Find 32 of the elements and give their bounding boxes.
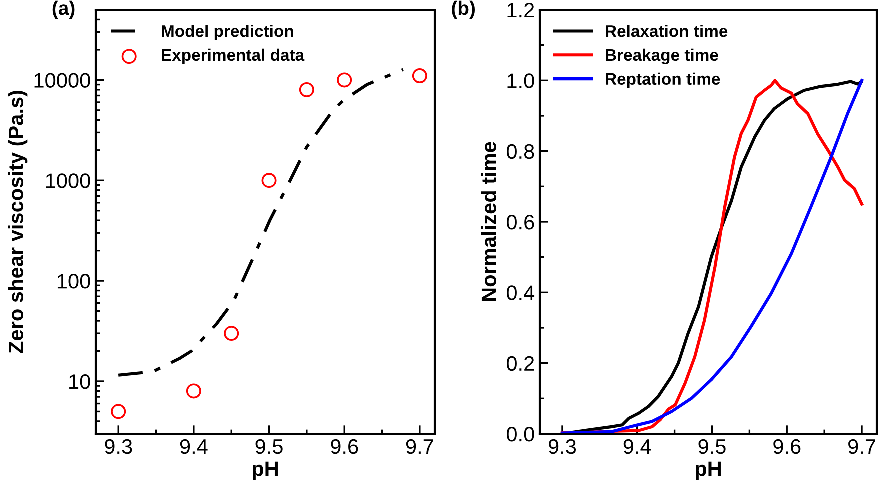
y-tick-label: 1000: [46, 174, 90, 188]
x-tick-label: 9.5: [698, 439, 726, 454]
y-tick-label: 1.0: [508, 74, 534, 88]
y-tick-label: 1.2: [508, 3, 534, 18]
legend-label: Experimental data: [162, 48, 305, 64]
y-tick-label: 10000: [34, 73, 90, 88]
y-axis-title: Zero shear viscosity (Pa.s): [8, 91, 28, 354]
x-tick-label: 9.4: [624, 439, 652, 454]
x-tick-label: 9.5: [256, 439, 283, 454]
y-tick-label: 0.6: [506, 215, 534, 230]
legend-label: Model prediction: [162, 25, 294, 41]
x-tick-label: 9.3: [548, 439, 576, 454]
x-tick-label: 9.6: [774, 439, 801, 454]
x-tick-label: 9.7: [406, 439, 434, 454]
x-tick-label: 9.6: [331, 439, 358, 454]
y-tick-label: 0.8: [506, 144, 534, 160]
x-tick-label: 9.7: [848, 439, 876, 454]
x-tick-label: 9.4: [180, 439, 208, 454]
y-tick-label: 0.0: [506, 427, 534, 442]
x-axis-title: pH: [252, 462, 278, 480]
y-tick-label: 0.2: [506, 356, 534, 372]
chart-title: (a): [52, 0, 75, 20]
chart-title: (b): [452, 0, 476, 20]
legend-label: Breakage time: [606, 48, 718, 64]
legend-label: Reptation time: [606, 72, 720, 88]
y-tick-label: 10: [70, 374, 90, 390]
y-axis-title: Normalized time: [481, 142, 497, 302]
y-tick-label: 0.4: [506, 286, 535, 300]
x-tick-label: 9.3: [105, 439, 132, 454]
y-tick-label: 100: [58, 274, 90, 289]
legend-label: Relaxation time: [606, 25, 728, 38]
x-axis-title: pH: [696, 462, 721, 480]
